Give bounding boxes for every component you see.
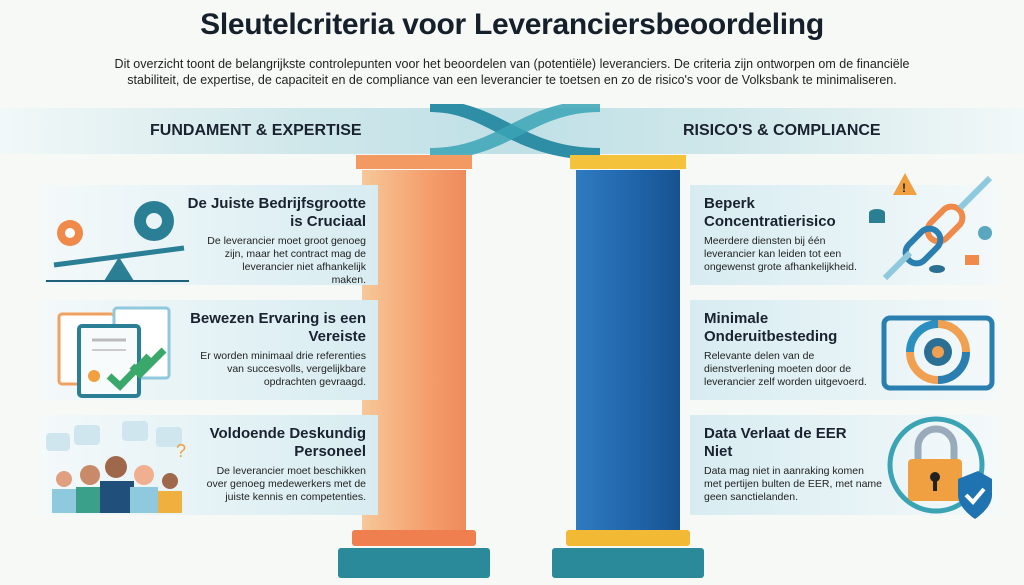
gear-cycle-icon	[881, 315, 995, 391]
left-pillar-base	[352, 530, 476, 546]
right-pillar-base	[566, 530, 690, 546]
criterion-title: Voldoende Deskundig Personeel	[209, 425, 366, 460]
chain-link-icon: !	[869, 173, 993, 281]
criterion-text: De leverancier moet beschikken over geno…	[206, 465, 366, 503]
criterion-card-staff: ? Voldoende Deskundig Personeel De lever…	[40, 415, 378, 515]
right-pillar-capital	[570, 155, 686, 169]
svg-text:!: !	[902, 181, 906, 195]
page-subtitle: Dit overzicht toont de belangrijkste con…	[114, 57, 910, 87]
criterion-title: Minimale Onderuitbesteding	[704, 310, 838, 345]
criterion-text: De leverancier moet groot genoeg zijn, m…	[207, 235, 366, 286]
criterion-title: Beperk Concentratierisico	[704, 195, 836, 230]
left-pillar-capital	[356, 155, 472, 169]
criterion-card-data-eea: Data Verlaat de EER Niet Data mag niet i…	[690, 415, 1000, 519]
criterion-card-experience: Bewezen Ervaring is een Vereiste Er word…	[40, 300, 378, 400]
left-heading: FUNDAMENT & EXPERTISE	[150, 122, 362, 139]
criterion-text: Er worden minimaal drie referenties van …	[200, 350, 366, 388]
criterion-card-subcontracting: Minimale Onderuitbesteding Relevante del…	[690, 300, 1000, 400]
left-pillar	[362, 170, 466, 538]
right-heading: RISICO'S & COMPLIANCE	[683, 122, 881, 139]
ribbon-knot-icon	[430, 104, 600, 160]
certificate-check-icon	[57, 306, 171, 398]
right-pillar-plinth	[552, 548, 704, 578]
left-pillar-plinth	[338, 548, 490, 578]
criterion-text: Relevante delen van de dienstverlening m…	[704, 350, 867, 388]
criterion-card-concentration-risk: Beperk Concentratierisico Meerdere diens…	[690, 173, 1000, 285]
criterion-title: Data Verlaat de EER Niet	[704, 425, 847, 460]
team-icon: ?	[46, 421, 186, 513]
lock-shield-icon	[887, 416, 992, 519]
criterion-title: De Juiste Bedrijfsgrootte is Cruciaal	[187, 195, 366, 230]
svg-text:?: ?	[176, 441, 186, 461]
criterion-card-company-size: De Juiste Bedrijfsgrootte is Cruciaal De…	[40, 185, 378, 286]
right-pillar	[576, 170, 680, 538]
page-title: Sleutelcriteria voor Leveranciersbeoorde…	[200, 8, 824, 41]
criterion-text: Data mag niet in aanraking komen met per…	[704, 465, 883, 503]
criterion-text: Meerdere diensten bij één leverancier ka…	[704, 235, 857, 273]
gear-balance-icon	[46, 201, 189, 282]
criterion-title: Bewezen Ervaring is een Vereiste	[190, 310, 366, 345]
